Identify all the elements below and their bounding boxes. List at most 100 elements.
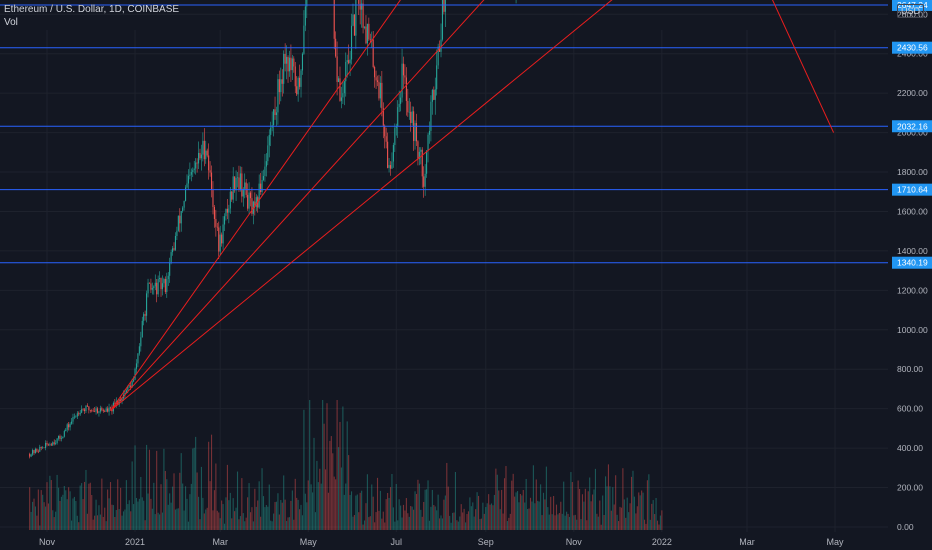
volume-bar (339, 421, 341, 530)
candle-body (261, 179, 263, 192)
volume-bar (661, 510, 663, 530)
volume-bars (29, 400, 663, 530)
volume-bar (323, 423, 325, 530)
candle-body (81, 409, 83, 413)
candle-body (382, 108, 384, 126)
candle-body (268, 134, 270, 146)
volume-bar (111, 504, 113, 530)
volume-bar (286, 520, 288, 530)
candle-body (141, 320, 143, 338)
volume-bar (436, 510, 438, 530)
volume-label: Vol (4, 17, 18, 28)
y-tick-label: 1000.00 (897, 325, 928, 335)
candle-body (213, 206, 215, 219)
candle-body (108, 407, 110, 412)
volume-bar (599, 500, 601, 530)
candle-body (244, 182, 246, 189)
candle-body (47, 444, 49, 446)
volume-bar (580, 519, 582, 530)
volume-bar (638, 492, 640, 530)
x-tick-label: May (827, 537, 845, 547)
volume-bar (333, 476, 335, 530)
volume-bar (254, 488, 256, 530)
volume-bar (72, 498, 74, 530)
candle-body (418, 151, 420, 160)
candle-body (160, 278, 162, 290)
candle-body (176, 230, 178, 236)
candle-body (376, 80, 379, 82)
volume-bar (232, 498, 234, 530)
candle-body (107, 408, 109, 412)
volume-bar (560, 501, 562, 530)
volume-bar (365, 503, 367, 530)
volume-bar (489, 504, 491, 530)
volume-bar (648, 474, 650, 530)
volume-bar (372, 496, 374, 530)
volume-bar (235, 507, 237, 530)
candle-body (284, 53, 286, 64)
currency-label[interactable]: USD (896, 4, 924, 18)
level-label: 2032.16 (897, 121, 928, 131)
candle-body (68, 424, 70, 428)
volume-bar (343, 494, 345, 530)
volume-bar (651, 503, 653, 530)
volume-bar (450, 522, 452, 530)
candle-body (431, 89, 433, 102)
candle-body (118, 399, 120, 405)
volume-bar (104, 507, 106, 530)
volume-bar (538, 501, 540, 530)
volume-bar (319, 468, 321, 530)
volume-bar (271, 521, 273, 530)
candle-body (46, 442, 48, 445)
volume-bar (94, 515, 96, 530)
x-tick-label: Sep (478, 537, 494, 547)
level-label: 1710.64 (897, 185, 928, 195)
candle-body (290, 57, 292, 71)
trend-line (110, 0, 485, 411)
volume-bar (45, 506, 47, 530)
candle-body (42, 447, 44, 449)
volume-bar (79, 485, 81, 530)
candle-body (172, 248, 174, 253)
volume-bar (405, 498, 407, 530)
candle-body (212, 189, 214, 207)
candle-body (388, 165, 390, 168)
volume-bar (247, 497, 249, 530)
volume-bar (209, 481, 211, 530)
volume-bar (522, 489, 524, 530)
volume-bar (589, 477, 591, 530)
volume-bar (480, 518, 482, 530)
volume-bar (525, 478, 527, 530)
volume-bar (447, 486, 449, 530)
volume-bar (213, 490, 215, 530)
volume-bar (33, 498, 35, 530)
volume-bar (260, 516, 262, 530)
volume-bar (190, 483, 192, 530)
candle-body (275, 112, 278, 116)
candle-body (125, 390, 127, 393)
candle-body (242, 188, 244, 197)
volume-bar (401, 517, 403, 530)
volume-bar (92, 519, 94, 530)
volume-bar (437, 494, 439, 530)
volume-bar (186, 498, 188, 530)
volume-bar (222, 504, 224, 530)
volume-bar (164, 471, 166, 530)
volume-bar (43, 502, 45, 530)
candle-body (124, 392, 126, 395)
candle-body (83, 409, 86, 412)
candle-body (197, 152, 200, 164)
volume-bar (515, 492, 517, 530)
candle-body (222, 224, 224, 244)
volume-bar (635, 513, 637, 530)
volume-bar (519, 493, 521, 530)
candle-body (286, 56, 288, 64)
candle-body (53, 442, 55, 444)
candle-body (427, 134, 429, 151)
volume-bar (50, 480, 52, 530)
volume-bar (241, 478, 243, 530)
candle-body (135, 363, 138, 369)
volume-bar (197, 496, 200, 530)
volume-bar (473, 516, 475, 530)
